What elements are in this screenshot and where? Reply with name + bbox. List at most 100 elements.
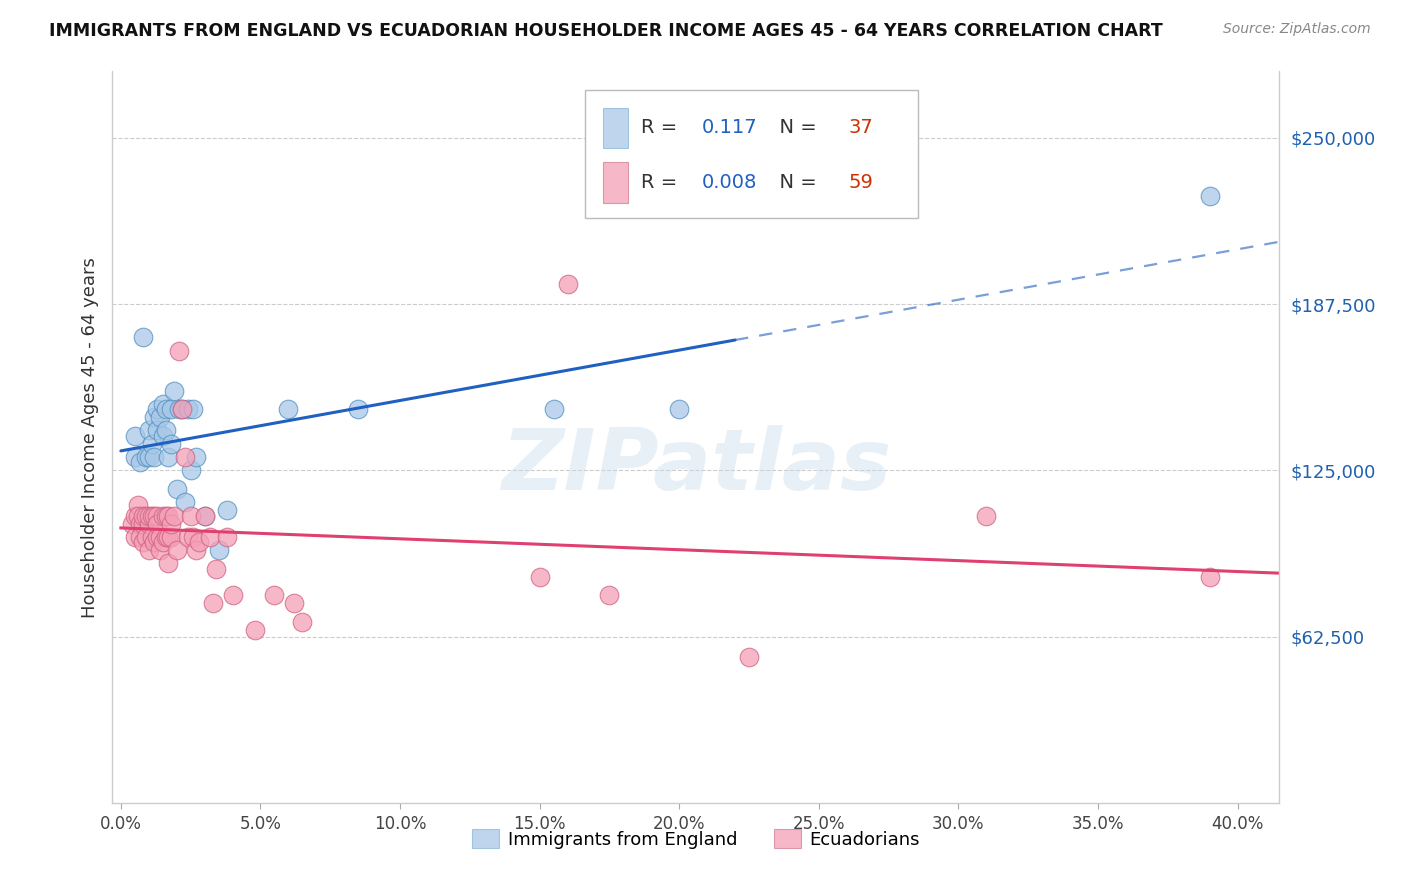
Point [172,402,194,417]
Point [169,402,191,417]
Point [160,402,183,417]
Point [976,508,998,523]
Point [1198,189,1220,203]
Point [198,530,221,544]
Point [129,530,152,544]
Point [149,530,172,544]
Point [143,508,166,523]
Point [157,557,180,571]
Point [598,588,620,602]
Point [152,508,174,523]
Point [141,436,163,450]
Point [277,402,299,417]
Point [215,503,238,517]
Point [121,516,143,531]
Point [207,543,229,558]
Point [135,508,157,523]
Point [283,596,305,610]
Point [157,450,180,464]
Text: Source: ZipAtlas.com: Source: ZipAtlas.com [1223,22,1371,37]
Y-axis label: Householder Income Ages 45 - 64 years: Householder Income Ages 45 - 64 years [80,257,98,617]
Point [160,436,183,450]
Text: 0.117: 0.117 [702,118,758,137]
Point [221,588,243,602]
Point [291,615,314,629]
Point [166,543,188,558]
Point [149,410,172,425]
Point [155,508,177,523]
Point [174,495,197,509]
Point [124,450,146,464]
Point [668,402,690,417]
Point [146,530,169,544]
Point [155,402,177,417]
Point [174,450,197,464]
Legend: Immigrants from England, Ecuadorians: Immigrants from England, Ecuadorians [464,822,928,856]
Point [132,516,155,531]
Point [243,623,266,637]
Point [146,508,169,523]
Point [127,498,149,512]
Point [183,402,205,417]
Text: N =: N = [768,118,823,137]
Point [347,402,370,417]
Point [138,516,160,531]
Point [194,508,217,523]
Point [141,530,163,544]
Text: ZIPatlas: ZIPatlas [501,425,891,508]
Point [143,450,166,464]
Point [146,402,169,417]
Point [194,508,217,523]
Point [263,588,285,602]
Point [155,424,177,438]
FancyBboxPatch shape [585,89,918,218]
Point [146,424,169,438]
Point [132,508,155,523]
Text: 59: 59 [849,173,873,192]
Point [124,429,146,443]
Point [186,543,208,558]
Point [738,649,761,664]
Point [132,535,155,549]
Point [163,384,186,398]
Point [143,410,166,425]
Point [138,424,160,438]
Text: 0.008: 0.008 [702,173,758,192]
Point [186,450,208,464]
Text: R =: R = [641,173,683,192]
Text: 37: 37 [849,118,873,137]
Point [183,530,205,544]
Text: N =: N = [768,173,823,192]
Text: IMMIGRANTS FROM ENGLAND VS ECUADORIAN HOUSEHOLDER INCOME AGES 45 - 64 YEARS CORR: IMMIGRANTS FROM ENGLAND VS ECUADORIAN HO… [49,22,1163,40]
Point [138,450,160,464]
Point [152,429,174,443]
Point [177,402,200,417]
Bar [603,108,628,148]
Point [180,508,202,523]
Point [543,402,565,417]
Point [204,562,226,576]
Point [166,482,188,496]
Point [529,570,551,584]
Bar [603,162,628,202]
Point [1198,570,1220,584]
Point [172,402,194,417]
Point [124,508,146,523]
Point [188,535,211,549]
Point [135,450,157,464]
Point [152,535,174,549]
Point [157,530,180,544]
Point [143,535,166,549]
Point [132,330,155,344]
Point [152,397,174,411]
Point [155,530,177,544]
Point [160,516,183,531]
Point [149,543,172,558]
Point [146,516,169,531]
Point [157,508,180,523]
Point [201,596,224,610]
Point [160,530,183,544]
Point [135,530,157,544]
Point [141,508,163,523]
Point [557,277,579,292]
